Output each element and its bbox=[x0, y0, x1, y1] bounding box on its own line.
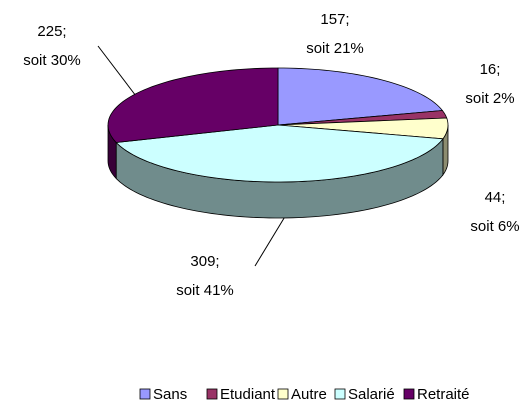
data-label: soit 2% bbox=[465, 90, 514, 107]
leader-line bbox=[97, 45, 137, 97]
legend-swatch bbox=[403, 388, 415, 400]
pie-slice bbox=[277, 117, 449, 140]
data-label: 44; bbox=[485, 189, 506, 206]
pie-slice bbox=[277, 67, 444, 126]
legend-label: Sans bbox=[153, 386, 187, 403]
legend-label: Etudiant bbox=[220, 386, 276, 403]
data-label: soit 41% bbox=[176, 282, 234, 299]
legend-label: Retraité bbox=[417, 386, 470, 403]
data-label: 157; bbox=[320, 11, 349, 28]
data-label: soit 30% bbox=[23, 52, 81, 69]
legend-swatch bbox=[206, 388, 218, 400]
data-label: soit 21% bbox=[306, 40, 364, 57]
legend-swatch bbox=[139, 388, 151, 400]
data-label: 16; bbox=[480, 61, 501, 78]
legend-swatch bbox=[334, 388, 346, 400]
data-label: 225; bbox=[37, 23, 66, 40]
data-label: soit 6% bbox=[470, 218, 519, 235]
legend-label: Autre bbox=[291, 386, 327, 403]
data-label: 309; bbox=[190, 253, 219, 270]
pie-slice bbox=[115, 124, 444, 183]
pie-slice bbox=[107, 67, 279, 143]
legend-label: Salarié bbox=[348, 386, 395, 403]
legend-swatch bbox=[277, 388, 289, 400]
